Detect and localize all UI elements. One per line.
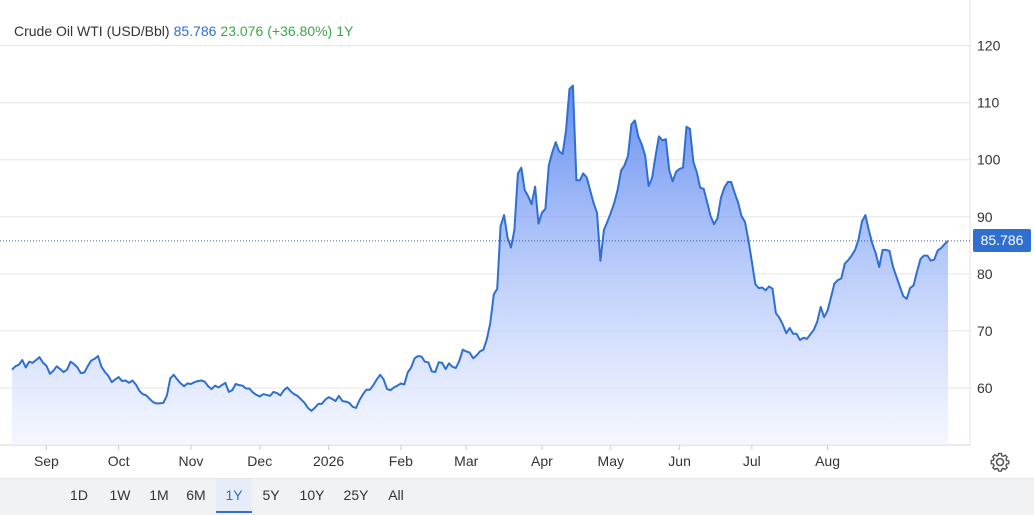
gridlines — [0, 0, 971, 446]
x-tick-label: Nov — [178, 453, 203, 469]
x-tick-label: Feb — [389, 453, 413, 469]
x-axis: Sep Oct Nov Dec 2026 Feb Mar Apr May Jun Jul Aug — [34, 445, 840, 469]
y-axis: 60 70 80 90 100 110 120 — [977, 38, 1001, 396]
range-button-1d[interactable]: 1D — [70, 487, 88, 503]
legend-period: 1Y — [336, 23, 354, 39]
x-tick-label: Jul — [743, 453, 761, 469]
x-tick-label: Aug — [815, 453, 840, 469]
x-tick-label: May — [598, 453, 624, 469]
x-tick-label: 2026 — [313, 453, 344, 469]
price-line — [11, 84, 949, 412]
range-button-10y[interactable]: 10Y — [299, 487, 325, 503]
x-tick-label: Mar — [454, 453, 478, 469]
range-button-1m[interactable]: 1M — [149, 487, 169, 503]
y-tick-label: 90 — [977, 209, 993, 225]
range-button-all[interactable]: All — [388, 487, 404, 503]
range-button-6m[interactable]: 6M — [186, 487, 206, 503]
y-tick-label: 100 — [977, 152, 1001, 168]
range-button-25y[interactable]: 25Y — [343, 487, 369, 503]
x-tick-label: Sep — [34, 453, 59, 469]
legend-change: 23.076 — [220, 23, 264, 39]
gear-icon[interactable] — [990, 452, 1010, 472]
last-price-label: 85.786 — [973, 229, 1031, 253]
chart-legend: Crude Oil WTI (USD/Bbl) 85.786 23.076 (+36.… — [14, 23, 357, 39]
range-button-5y[interactable]: 5Y — [262, 487, 280, 503]
y-tick-label: 120 — [977, 38, 1001, 54]
y-tick-label: 70 — [977, 323, 993, 339]
x-tick-label: Oct — [108, 453, 130, 469]
price-area — [12, 85, 948, 445]
legend-last-value: 85.786 — [173, 23, 217, 39]
chart-svg: 60 70 80 90 100 110 120 Sep Oct Nov Dec 2026 Feb Mar… — [0, 0, 1001, 469]
y-tick-label: 110 — [977, 95, 1000, 111]
x-tick-label: Apr — [531, 453, 553, 469]
y-tick-label: 80 — [977, 266, 993, 282]
legend-title: Crude Oil WTI (USD/Bbl) — [14, 23, 170, 39]
x-tick-label: Jun — [668, 453, 691, 469]
x-tick-label: Dec — [247, 453, 272, 469]
range-selector: 1D 1W 1M 6M 1Y 5Y 10Y 25Y All — [0, 478, 1034, 515]
area-layer — [0, 84, 970, 445]
legend-change-pct: (+36.80%) — [267, 23, 333, 39]
range-button-1w[interactable]: 1W — [109, 487, 131, 503]
y-tick-label: 60 — [977, 380, 993, 396]
range-button-1y[interactable]: 1Y — [216, 479, 252, 513]
